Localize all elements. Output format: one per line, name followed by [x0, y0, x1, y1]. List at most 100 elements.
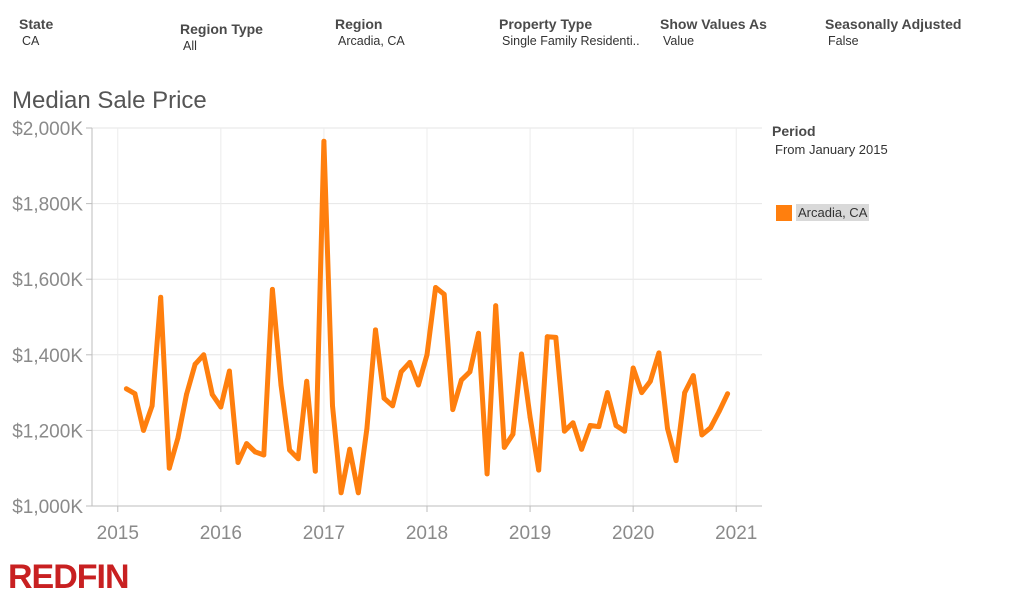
data-point: [123, 386, 129, 392]
filter-label: Seasonally Adjusted: [825, 16, 962, 32]
filter-label: Property Type: [499, 16, 593, 32]
filter-label: Show Values As: [660, 16, 767, 32]
data-point: [304, 378, 310, 384]
x-tick-label: 2019: [509, 523, 551, 544]
filter-state[interactable]: State CA: [19, 16, 53, 48]
data-point: [424, 352, 430, 358]
legend-subtitle[interactable]: From January 2015: [775, 142, 888, 157]
data-point: [312, 468, 318, 474]
data-point: [553, 335, 559, 340]
data-point: [158, 294, 164, 300]
data-point: [433, 285, 438, 290]
data-point: [192, 361, 198, 367]
chart-title: Median Sale Price: [12, 87, 207, 114]
data-point: [699, 432, 705, 438]
filter-seasonally-adjusted[interactable]: Seasonally Adjusted False: [825, 16, 961, 48]
data-point: [347, 446, 353, 452]
data-point: [295, 456, 301, 462]
data-point: [501, 445, 507, 450]
data-point: [484, 471, 490, 477]
data-point: [596, 424, 602, 430]
data-point: [149, 403, 155, 409]
filter-label: Region Type: [180, 21, 263, 37]
x-tick-label: 2016: [200, 523, 242, 544]
data-point: [725, 391, 731, 397]
filter-property-type[interactable]: Property Type Single Family Residenti..: [499, 16, 640, 48]
data-point: [218, 404, 224, 410]
data-point: [656, 350, 662, 356]
y-tick-label: $1,000K: [12, 497, 83, 518]
y-tick-label: $1,600K: [12, 270, 83, 291]
legend-item-arcadia[interactable]: Arcadia, CA: [776, 204, 870, 221]
data-point: [338, 490, 344, 496]
data-point: [287, 447, 292, 453]
data-point: [647, 378, 653, 384]
redfin-logo: REDFIN: [8, 558, 130, 596]
data-point: [708, 425, 713, 431]
x-tick-label: 2018: [406, 523, 448, 544]
filter-value[interactable]: Value: [663, 34, 695, 48]
data-point: [587, 423, 593, 428]
data-point: [665, 426, 670, 431]
y-tick-label: $1,800K: [12, 195, 83, 216]
filter-value[interactable]: Single Family Residenti..: [502, 34, 640, 48]
filter-label: State: [19, 16, 54, 32]
filter-value[interactable]: False: [828, 34, 859, 48]
legend: Period From January 2015 Arcadia, CA: [772, 123, 888, 221]
data-point: [690, 373, 696, 378]
data-point: [141, 428, 146, 433]
data-point: [355, 490, 361, 496]
data-point: [407, 359, 413, 365]
data-point: [321, 138, 327, 144]
data-point: [364, 426, 370, 431]
data-point: [132, 391, 138, 397]
data-point: [252, 449, 258, 455]
x-tick-label: 2021: [715, 523, 757, 544]
filter-value[interactable]: CA: [22, 34, 40, 48]
data-point: [604, 390, 610, 395]
data-point: [622, 428, 627, 434]
data-point: [398, 369, 404, 375]
data-point: [235, 460, 241, 465]
data-point: [416, 382, 421, 388]
y-tick-label: $1,200K: [12, 421, 83, 442]
legend-item-label: Arcadia, CA: [796, 204, 870, 221]
data-point: [519, 351, 524, 357]
data-point: [613, 423, 619, 428]
data-point: [244, 441, 250, 447]
filter-value[interactable]: Arcadia, CA: [338, 34, 405, 48]
legend-title: Period: [772, 123, 816, 139]
data-point: [441, 291, 447, 297]
data-point: [476, 330, 481, 336]
data-point: [261, 452, 267, 458]
data-point: [467, 369, 473, 375]
data-point: [209, 392, 215, 397]
filter-region-type[interactable]: Region Type All: [180, 21, 263, 53]
data-point: [544, 334, 550, 340]
filter-show-values-as[interactable]: Show Values As Value: [660, 16, 767, 48]
data-point: [227, 368, 232, 374]
x-tick-label: 2015: [97, 523, 139, 544]
data-point: [527, 414, 533, 420]
filter-value[interactable]: All: [183, 39, 197, 53]
data-point: [390, 403, 396, 409]
data-point: [184, 392, 189, 397]
data-point: [458, 377, 464, 383]
data-point: [630, 365, 636, 371]
legend-swatch: [776, 204, 792, 221]
data-point: [450, 407, 456, 413]
x-tick-label: 2020: [612, 523, 654, 544]
data-point: [579, 446, 585, 452]
data-point: [562, 428, 567, 434]
data-point: [716, 409, 722, 414]
data-point: [278, 382, 284, 388]
data-point: [536, 467, 542, 473]
data-point: [269, 287, 275, 292]
data-point: [330, 403, 335, 409]
filter-region[interactable]: Region Arcadia, CA: [335, 16, 405, 48]
data-point: [570, 420, 576, 426]
data-point: [682, 390, 688, 395]
data-point: [373, 327, 378, 333]
data-point: [175, 435, 181, 441]
data-point: [381, 395, 387, 401]
